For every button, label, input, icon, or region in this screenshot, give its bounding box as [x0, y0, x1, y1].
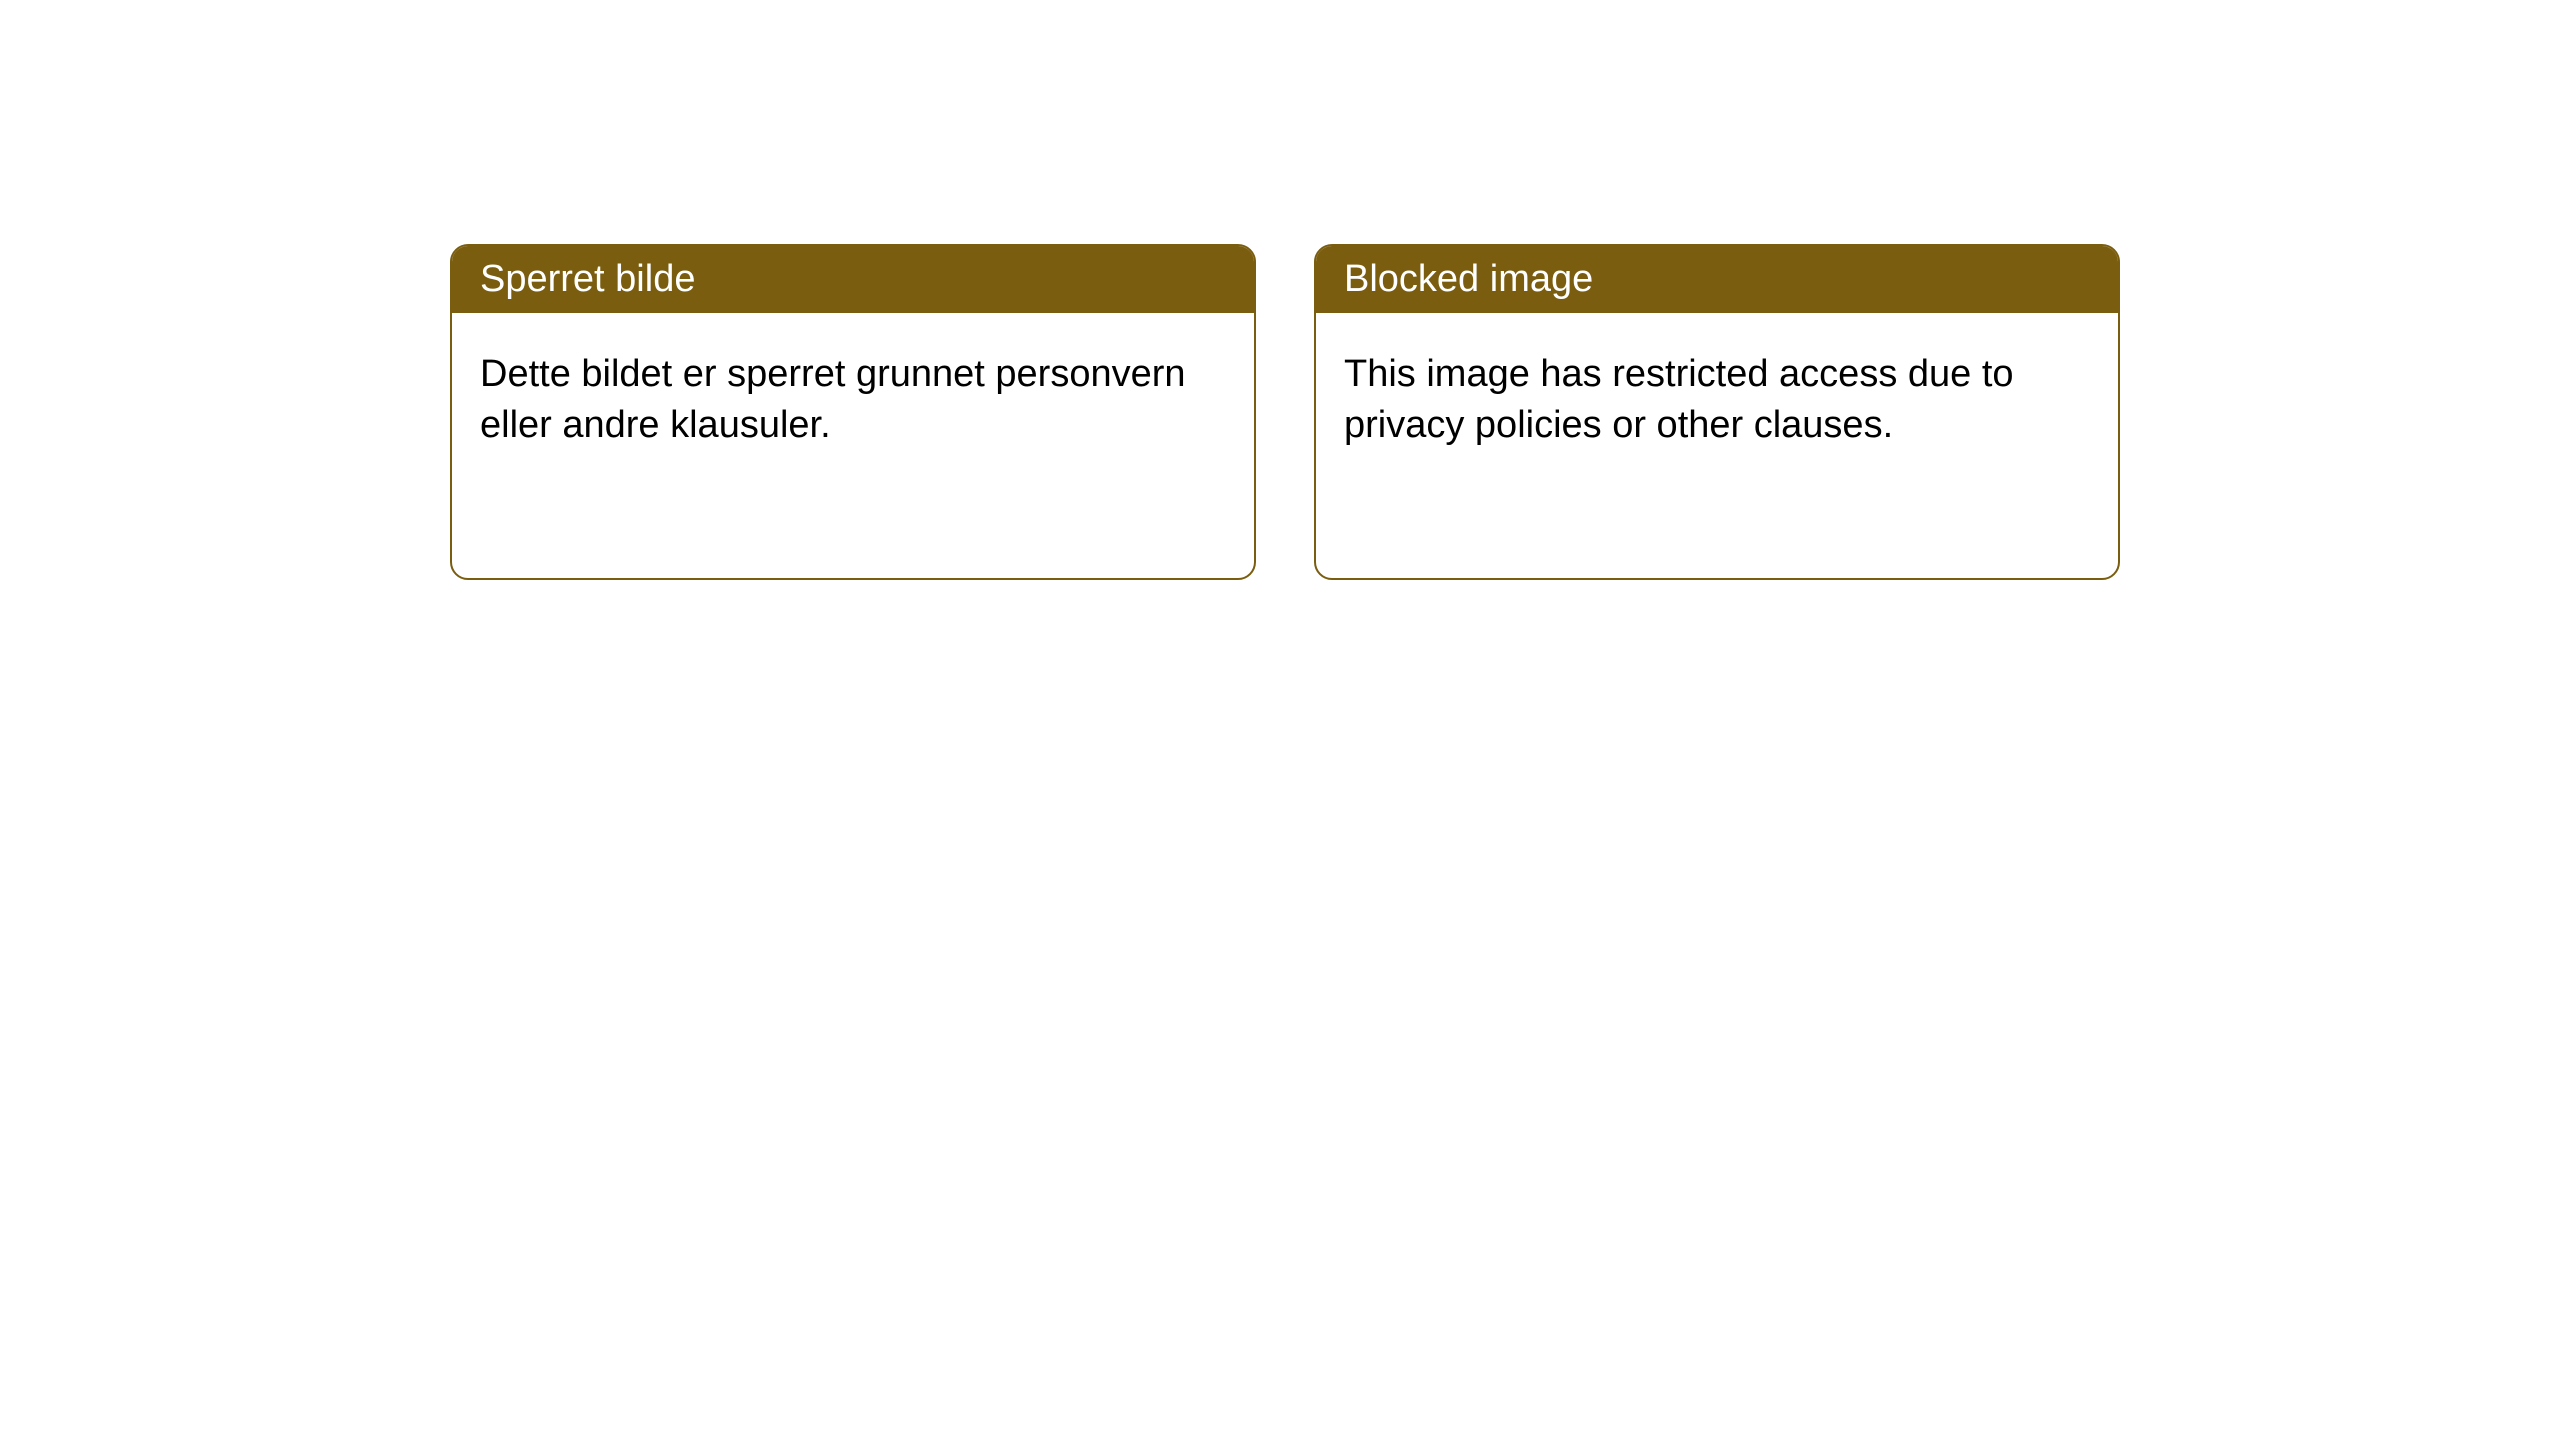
- notice-card-title: Blocked image: [1344, 258, 1593, 300]
- notice-card-header: Sperret bilde: [452, 246, 1254, 313]
- notice-card-text: This image has restricted access due to …: [1344, 353, 2014, 446]
- notice-cards-container: Sperret bilde Dette bildet er sperret gr…: [0, 0, 2560, 580]
- notice-card-header: Blocked image: [1316, 246, 2118, 313]
- notice-card-english: Blocked image This image has restricted …: [1314, 244, 2120, 580]
- notice-card-text: Dette bildet er sperret grunnet personve…: [480, 353, 1186, 446]
- notice-card-body: This image has restricted access due to …: [1316, 313, 2118, 488]
- notice-card-norwegian: Sperret bilde Dette bildet er sperret gr…: [450, 244, 1256, 580]
- notice-card-title: Sperret bilde: [480, 258, 695, 300]
- notice-card-body: Dette bildet er sperret grunnet personve…: [452, 313, 1254, 488]
